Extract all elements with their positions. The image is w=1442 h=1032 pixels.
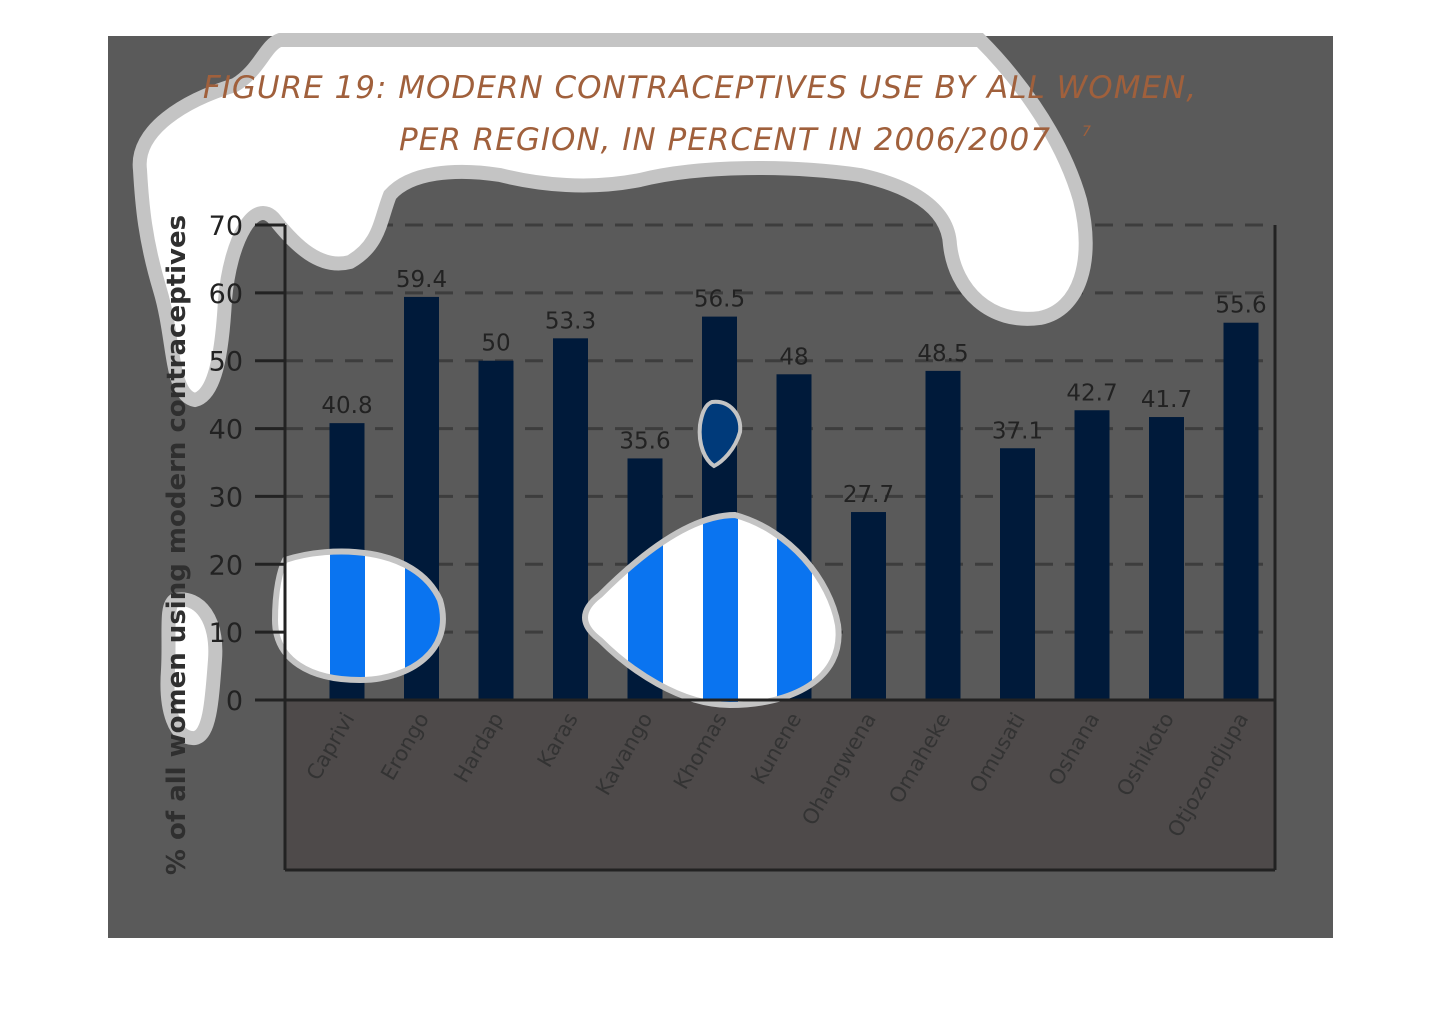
data-label: 55.6: [1215, 293, 1266, 319]
y-tick-label: 60: [209, 279, 243, 310]
data-label: 42.7: [1066, 380, 1117, 406]
y-tick-label: 50: [209, 347, 243, 378]
small-blob: [697, 399, 743, 469]
y-tick-label: 30: [209, 482, 243, 513]
data-label: 35.6: [619, 428, 670, 454]
data-label: 41.7: [1141, 387, 1192, 413]
data-label: 53.3: [545, 308, 596, 334]
data-label: 27.7: [843, 482, 894, 508]
bar-otjozondjupa: [1223, 322, 1259, 700]
y-tick-label: 70: [209, 211, 243, 242]
data-labels: 40.8 59.4 50 53.3 35.6 56.5 48 27.7 48.5 37.1 42.7…: [321, 267, 1266, 508]
data-label: 59.4: [396, 267, 447, 293]
data-label: 37.1: [992, 418, 1043, 444]
data-label: 48: [779, 344, 808, 370]
data-label: 48.5: [917, 341, 968, 367]
blob-a-outline: [271, 548, 446, 684]
bar-oshikoto: [1149, 417, 1184, 700]
blob-a-stripe: [330, 551, 365, 680]
chart-title-line-2: PER REGION, IN PERCENT IN 2006/2007: [399, 122, 1051, 158]
data-label: 40.8: [321, 393, 372, 419]
y-tick-label: 40: [209, 415, 243, 446]
y-tick-label: 20: [209, 550, 243, 581]
data-label: 56.5: [694, 287, 745, 313]
bar-omusati: [1000, 448, 1035, 700]
y-axis-label: % of all women using modern contraceptiv…: [162, 215, 192, 875]
blob-b-stripe-2: [703, 515, 738, 705]
data-label: 50: [481, 331, 510, 357]
bar-omaheke: [925, 370, 961, 700]
bar-ohangwena: [851, 512, 886, 700]
top-white-blob: [132, 33, 1093, 408]
bar-hardap: [478, 360, 514, 700]
left-lower-blob: [160, 592, 223, 745]
y-tick-label: 0: [226, 686, 243, 717]
blob-b-outline: [582, 511, 842, 709]
y-ticks: 0 10 20 30 40 50 60 70: [209, 211, 285, 717]
chart-title-line-1: FIGURE 19: MODERN CONTRACEPTIVES USE BY …: [203, 70, 1197, 106]
y-tick-label: 10: [209, 618, 243, 649]
bar-karas: [553, 338, 588, 700]
chart-title-footnote: 7: [1082, 124, 1091, 140]
bar-oshana: [1074, 410, 1110, 700]
category-axis-panel: [285, 700, 1275, 870]
